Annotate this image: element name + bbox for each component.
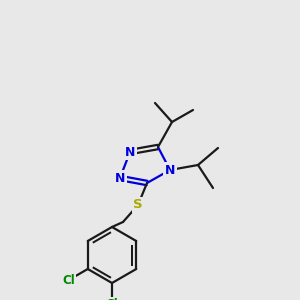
Text: N: N <box>115 172 125 184</box>
Text: S: S <box>133 199 143 212</box>
Text: Cl: Cl <box>62 274 75 286</box>
Text: N: N <box>165 164 175 176</box>
Text: Cl: Cl <box>106 298 118 300</box>
Text: N: N <box>125 146 135 158</box>
